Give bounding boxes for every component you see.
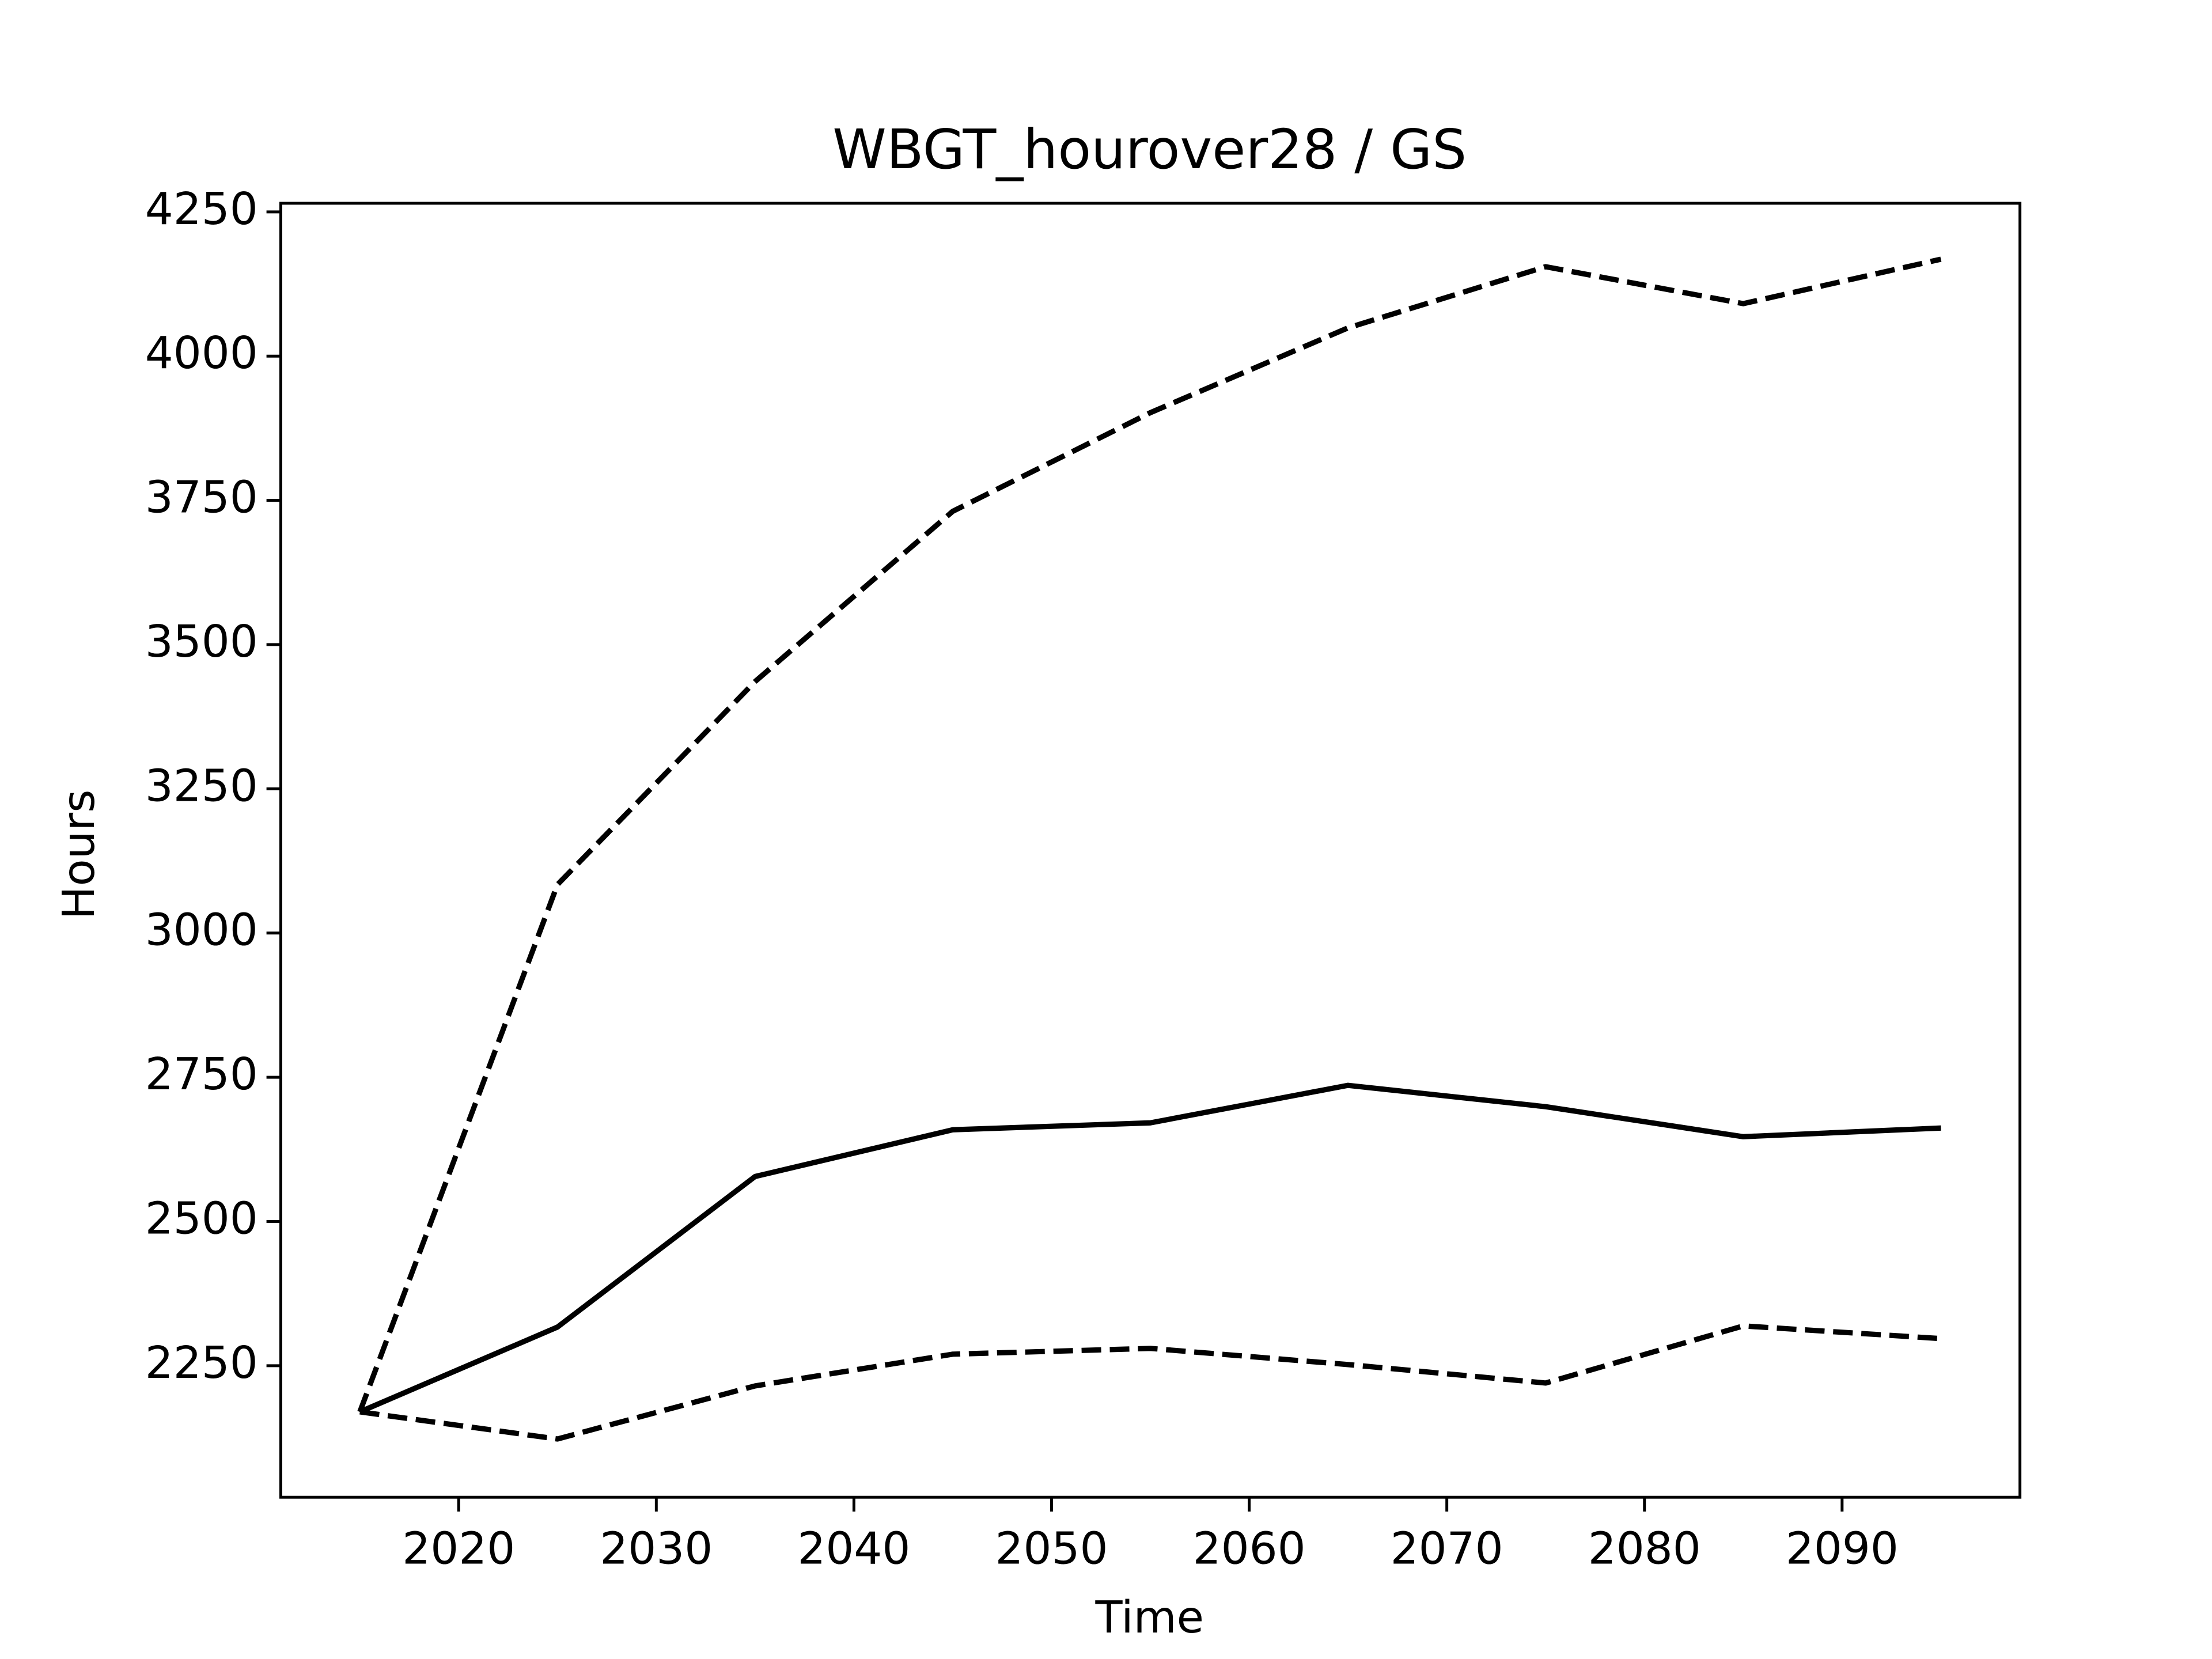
x-tick-label: 2080 <box>1588 1523 1701 1575</box>
x-axis-label: Time <box>1095 1592 1204 1643</box>
y-tick-label: 2750 <box>145 1048 258 1100</box>
y-tick-label: 3750 <box>145 472 258 524</box>
y-tick-label: 2250 <box>145 1337 258 1389</box>
y-tick-label: 2500 <box>145 1192 258 1244</box>
y-tick-label: 4250 <box>145 183 258 235</box>
x-tick-label: 2060 <box>1193 1523 1306 1575</box>
x-tick-label: 2090 <box>1786 1523 1899 1575</box>
x-tick-label: 2020 <box>402 1523 515 1575</box>
x-tick-label: 2070 <box>1391 1523 1503 1575</box>
x-tick-label: 2040 <box>797 1523 910 1575</box>
x-tick-label: 2030 <box>600 1523 713 1575</box>
y-tick-label: 4000 <box>145 327 258 379</box>
chart-title: WBGT_hourover28 / GS <box>832 118 1467 181</box>
y-tick-label: 3250 <box>145 760 258 812</box>
y-tick-label: 3000 <box>145 904 258 956</box>
plot-frame <box>279 202 2022 1499</box>
line-series <box>358 1082 1941 1415</box>
line-series <box>357 256 1942 1413</box>
y-axis-label: Hours <box>53 790 105 920</box>
y-tick-label: 3500 <box>145 616 258 668</box>
line-series <box>359 1323 1941 1442</box>
x-tick-label: 2050 <box>995 1523 1108 1575</box>
